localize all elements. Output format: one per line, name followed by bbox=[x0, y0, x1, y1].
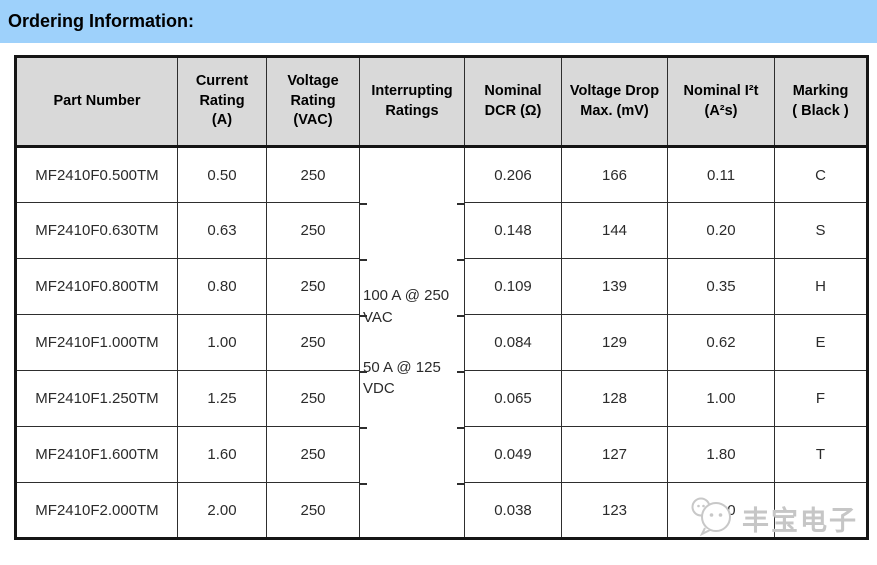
cell-nominal-dcr: 0.084 bbox=[464, 314, 562, 371]
row-boundary-tick bbox=[360, 427, 367, 429]
cell-voltage-rating: 250 bbox=[266, 258, 360, 315]
cell-part-number: MF2410F0.800TM bbox=[15, 258, 178, 315]
table-header-row: Part Number Current Rating (A) Voltage Rat… bbox=[15, 56, 868, 148]
cell-nominal-dcr: 0.038 bbox=[464, 482, 562, 539]
cell-nominal-dcr: 0.049 bbox=[464, 426, 562, 483]
cell-marking: E bbox=[774, 314, 868, 371]
cell-voltage-drop-max: 123 bbox=[561, 482, 668, 539]
cell-voltage-rating: 250 bbox=[266, 482, 360, 539]
row-boundary-tick bbox=[457, 371, 464, 373]
header-part-number: Part Number bbox=[15, 56, 178, 148]
cell-current-rating: 1.00 bbox=[177, 314, 267, 371]
row-boundary-tick bbox=[457, 315, 464, 317]
cell-part-number: MF2410F1.600TM bbox=[15, 426, 178, 483]
cell-interrupting-ratings: 100 A @ 250 VAC 50 A @ 125 VDC bbox=[359, 146, 465, 539]
cell-part-number: MF2410F2.000TM bbox=[15, 482, 178, 539]
cell-nominal-i2t: 1.80 bbox=[667, 426, 775, 483]
header-nominal-dcr: Nominal DCR (Ω) bbox=[464, 56, 562, 148]
cell-part-number: MF2410F0.500TM bbox=[15, 146, 178, 203]
table-row: MF2410F1.000TM 1.00 250 0.084 129 0.62 E bbox=[15, 314, 868, 371]
cell-nominal-i2t: 1.00 bbox=[667, 370, 775, 427]
table-row: MF2410F0.630TM 0.63 250 0.148 144 0.20 S bbox=[15, 202, 868, 259]
row-boundary-tick bbox=[360, 315, 367, 317]
cell-nominal-i2t: 3.00 bbox=[667, 482, 775, 539]
header-marking: Marking ( Black ) bbox=[774, 56, 868, 148]
ordering-information-table: Part Number Current Rating (A) Voltage Rat… bbox=[14, 55, 869, 540]
cell-voltage-rating: 250 bbox=[266, 146, 360, 203]
cell-part-number: MF2410F0.630TM bbox=[15, 202, 178, 259]
cell-current-rating: 0.80 bbox=[177, 258, 267, 315]
cell-marking bbox=[774, 482, 868, 539]
cell-marking: H bbox=[774, 258, 868, 315]
table-row: MF2410F1.600TM 1.60 250 0.049 127 1.80 T bbox=[15, 426, 868, 483]
cell-nominal-i2t: 0.62 bbox=[667, 314, 775, 371]
cell-voltage-drop-max: 144 bbox=[561, 202, 668, 259]
cell-nominal-dcr: 0.065 bbox=[464, 370, 562, 427]
cell-nominal-i2t: 0.11 bbox=[667, 146, 775, 203]
cell-voltage-drop-max: 128 bbox=[561, 370, 668, 427]
header-nominal-i2t: Nominal I²t (A²s) bbox=[667, 56, 775, 148]
table-row: MF2410F1.250TM 1.25 250 0.065 128 1.00 F bbox=[15, 370, 868, 427]
cell-marking: F bbox=[774, 370, 868, 427]
cell-nominal-i2t: 0.20 bbox=[667, 202, 775, 259]
interrupting-rating-line: 100 A @ 250 VAC bbox=[363, 287, 450, 326]
header-voltage-rating: Voltage Rating (VAC) bbox=[266, 56, 360, 148]
cell-voltage-drop-max: 129 bbox=[561, 314, 668, 371]
row-boundary-tick bbox=[457, 427, 464, 429]
row-boundary-tick bbox=[360, 371, 367, 373]
cell-nominal-dcr: 0.206 bbox=[464, 146, 562, 203]
cell-voltage-drop-max: 127 bbox=[561, 426, 668, 483]
row-boundary-tick bbox=[360, 259, 367, 261]
cell-current-rating: 0.63 bbox=[177, 202, 267, 259]
cell-part-number: MF2410F1.250TM bbox=[15, 370, 178, 427]
section-title-banner: Ordering Information: bbox=[0, 0, 877, 43]
cell-voltage-rating: 250 bbox=[266, 370, 360, 427]
cell-current-rating: 1.25 bbox=[177, 370, 267, 427]
interrupting-rating-line: 50 A @ 125 VDC bbox=[363, 358, 441, 398]
cell-voltage-drop-max: 139 bbox=[561, 258, 668, 315]
header-voltage-drop-max: Voltage Drop Max. (mV) bbox=[561, 56, 668, 148]
row-boundary-tick bbox=[457, 483, 464, 485]
cell-voltage-rating: 250 bbox=[266, 314, 360, 371]
cell-current-rating: 1.60 bbox=[177, 426, 267, 483]
cell-nominal-dcr: 0.109 bbox=[464, 258, 562, 315]
page-title: Ordering Information: bbox=[8, 11, 194, 31]
cell-current-rating: 2.00 bbox=[177, 482, 267, 539]
row-boundary-tick bbox=[457, 203, 464, 205]
row-boundary-tick bbox=[360, 483, 367, 485]
cell-current-rating: 0.50 bbox=[177, 146, 267, 203]
cell-marking: T bbox=[774, 426, 868, 483]
cell-voltage-drop-max: 166 bbox=[561, 146, 668, 203]
ordering-information-table-wrap: Part Number Current Rating (A) Voltage Rat… bbox=[14, 55, 869, 540]
cell-marking: C bbox=[774, 146, 868, 203]
cell-voltage-rating: 250 bbox=[266, 202, 360, 259]
cell-voltage-rating: 250 bbox=[266, 426, 360, 483]
header-interrupting: Interrupting Ratings bbox=[359, 56, 465, 148]
cell-nominal-i2t: 0.35 bbox=[667, 258, 775, 315]
cell-nominal-dcr: 0.148 bbox=[464, 202, 562, 259]
row-boundary-tick bbox=[457, 259, 464, 261]
row-boundary-tick bbox=[360, 203, 367, 205]
header-current-rating: Current Rating (A) bbox=[177, 56, 267, 148]
table-row: MF2410F0.500TM 0.50 250 100 A @ 250 VAC 50 A… bbox=[15, 146, 868, 539]
cell-part-number: MF2410F1.000TM bbox=[15, 314, 178, 371]
cell-marking: S bbox=[774, 202, 868, 259]
